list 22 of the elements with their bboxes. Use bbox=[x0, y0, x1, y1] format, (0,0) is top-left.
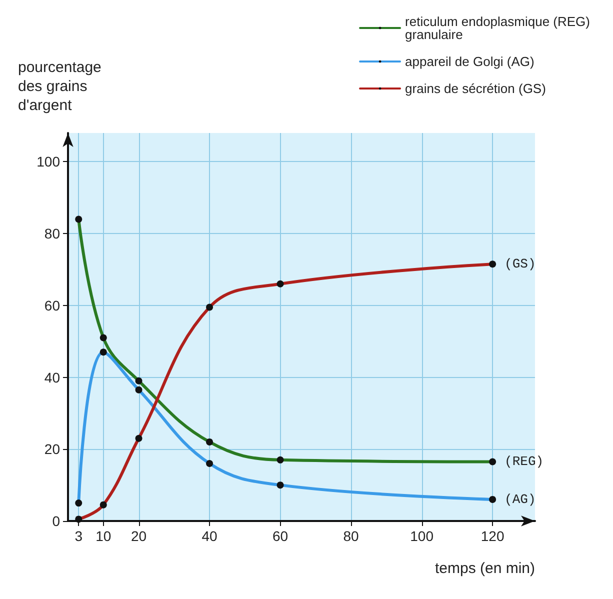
x-tick-label: 60 bbox=[272, 528, 288, 544]
annotation: (GS) bbox=[504, 256, 536, 272]
y-tick-label: 60 bbox=[44, 297, 60, 314]
x-tick-label: 3 bbox=[74, 528, 83, 544]
x-tick-label: 10 bbox=[96, 528, 112, 544]
y-tick-label: 80 bbox=[44, 226, 60, 242]
legend-label: appareil de Golgi (AG) bbox=[405, 54, 534, 69]
x-tick-label: 80 bbox=[343, 528, 360, 544]
legend-label: grains de sécrétion (GS) bbox=[405, 81, 546, 96]
y-tick-label: 40 bbox=[44, 369, 60, 386]
x-tick-label: 120 bbox=[480, 528, 504, 544]
x-axis-title: temps (en min) bbox=[434, 560, 535, 577]
x-tick-label: 100 bbox=[410, 528, 434, 544]
annotation: (AG) bbox=[504, 492, 536, 507]
x-tick-label: 20 bbox=[130, 528, 147, 544]
x-tick-label: 40 bbox=[202, 528, 218, 544]
y-axis-title: pourcentage des grains d'argent bbox=[18, 59, 102, 114]
y-tick-label: 100 bbox=[36, 154, 60, 170]
annotation: (REG) bbox=[504, 454, 544, 470]
y-tick-label: 0 bbox=[52, 513, 60, 529]
y-tick-label: 20 bbox=[44, 441, 60, 458]
legend-label: reticulum endoplasmique (REG) granulaire bbox=[405, 14, 590, 42]
